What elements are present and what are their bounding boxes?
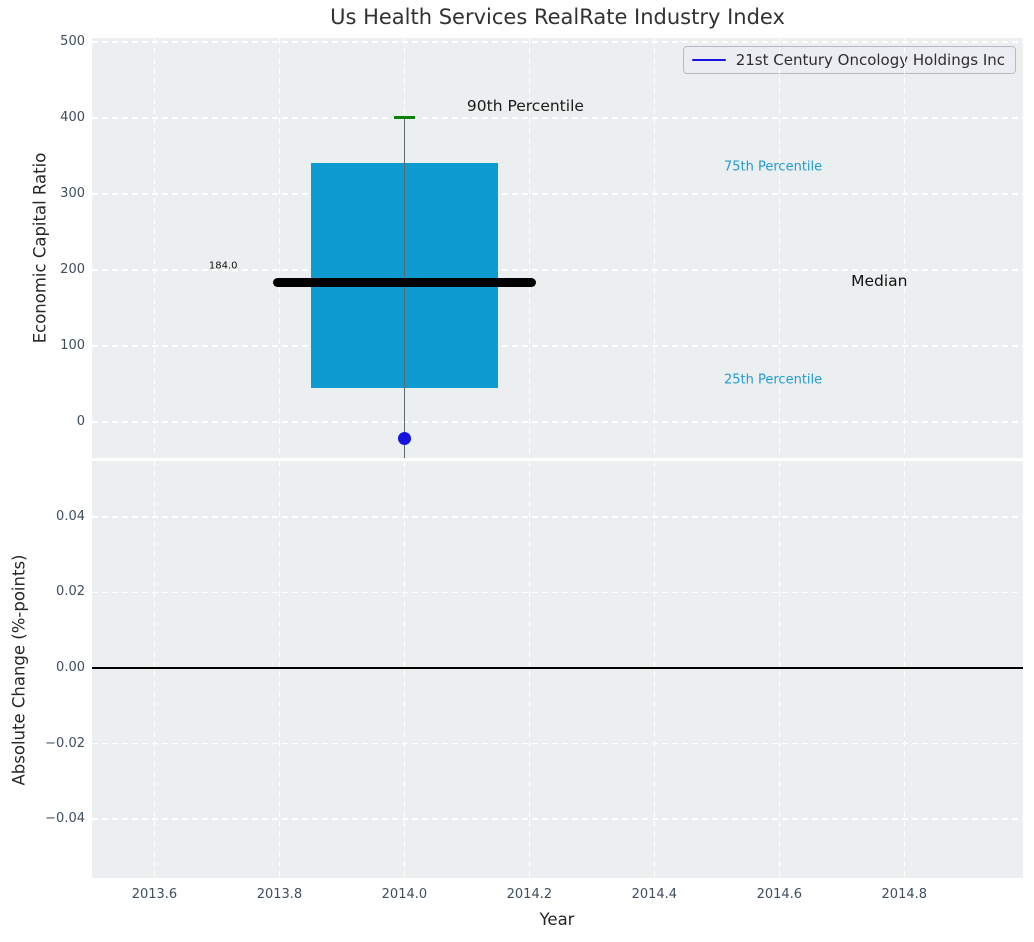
y-gridline (92, 421, 1023, 423)
y-gridline (92, 193, 1023, 195)
x-gridline (778, 461, 781, 878)
y-gridline (92, 742, 1023, 745)
y-axis-label-absolute-change: Absolute Change (%-points) (9, 554, 29, 786)
legend-label: 21st Century Oncology Holdings Inc (735, 51, 1005, 69)
company-data-point (397, 431, 411, 445)
x-gridline (653, 38, 656, 458)
y-gridline (92, 818, 1023, 820)
x-gridline (903, 38, 906, 458)
x-tick-label: 2013.6 (131, 887, 178, 902)
annotation-184-0: 184.0 (208, 260, 238, 272)
y-gridline (92, 41, 1023, 43)
legend: 21st Century Oncology Holdings Inc (682, 46, 1016, 74)
x-tick-label: 2013.8 (256, 887, 303, 902)
y-axis-label-economic-capital-ratio: Economic Capital Ratio (30, 152, 50, 344)
x-gridline (153, 38, 156, 458)
y-tick-label: 100 (60, 338, 85, 354)
y-tick-label: 200 (60, 262, 85, 278)
y-tick-label: −0.04 (45, 811, 85, 827)
x-gridline (653, 461, 656, 878)
y-tick-label: 0.04 (56, 508, 85, 524)
x-gridline (278, 38, 281, 458)
x-tick-label: 2014.4 (631, 887, 678, 902)
annotation-75th-percentile: 75th Percentile (723, 159, 823, 175)
y-tick-label: 0 (76, 414, 85, 430)
x-axis-label-year: Year (539, 910, 575, 929)
legend-line-swatch (691, 58, 726, 62)
annotation-median: Median (851, 272, 908, 291)
y-gridline (92, 117, 1023, 119)
zero-reference-line (92, 666, 1023, 669)
y-tick-label: 300 (60, 185, 85, 201)
y-gridline (92, 591, 1023, 594)
y-gridline (92, 516, 1023, 518)
boxplot-90th-percentile-cap (393, 116, 416, 120)
y-gridline (92, 345, 1023, 347)
x-gridline (153, 461, 156, 878)
annotation-25th-percentile: 25th Percentile (723, 372, 823, 388)
y-gridline (92, 269, 1023, 271)
chart-title: Us Health Services RealRate Industry Ind… (330, 5, 785, 29)
axes-economic-capital-ratio: 21st Century Oncology Holdings Inc 90th … (92, 38, 1023, 458)
x-gridline (778, 38, 781, 458)
y-tick-label: 500 (60, 33, 85, 49)
annotation-90th-percentile: 90th Percentile (466, 97, 584, 116)
x-tick-label: 2014.8 (881, 887, 928, 902)
y-tick-label: 400 (60, 109, 85, 125)
x-gridline (403, 461, 406, 878)
x-gridline (278, 461, 281, 878)
boxplot-median-line (273, 277, 536, 287)
y-tick-label: 0.00 (56, 659, 85, 675)
x-tick-label: 2014.0 (381, 887, 428, 902)
x-gridline (903, 461, 906, 878)
x-gridline (528, 38, 531, 458)
y-tick-label: −0.02 (45, 735, 85, 751)
axes-absolute-change (92, 461, 1023, 878)
x-tick-label: 2014.6 (756, 887, 803, 902)
y-tick-label: 0.02 (56, 584, 85, 600)
x-tick-label: 2014.2 (506, 887, 553, 902)
x-gridline (528, 461, 531, 878)
boxplot-whisker (403, 117, 406, 458)
